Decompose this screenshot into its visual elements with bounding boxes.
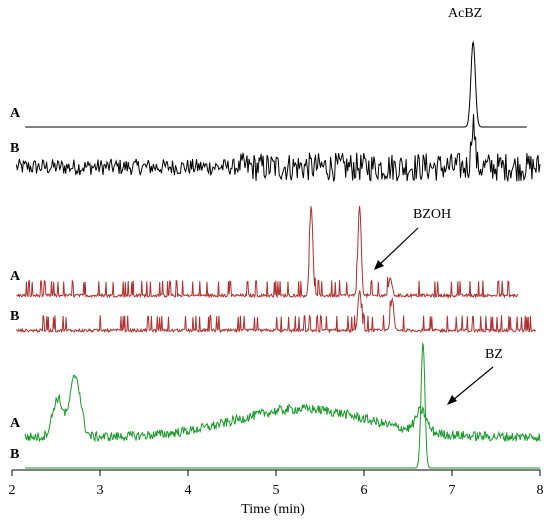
x-tick-label-2: 2 — [9, 483, 16, 498]
x-tick-label-5: 5 — [273, 483, 280, 498]
bz-trace-a — [24, 374, 541, 443]
acbz-label-b: B — [10, 141, 19, 156]
bzoh-trace-a — [16, 205, 519, 299]
panel-bzoh: BZOH A B — [10, 205, 537, 334]
bzoh-label-a: A — [10, 269, 21, 284]
bz-label-a: A — [10, 416, 21, 431]
bz-label-b: B — [10, 447, 19, 462]
x-axis-title: Time (min) — [241, 502, 305, 517]
bzoh-annotation: BZOH — [413, 207, 451, 222]
x-tick-label-7: 7 — [449, 483, 456, 498]
bz-trace-b — [25, 341, 540, 469]
panel-bz: BZ A B — [10, 341, 541, 469]
bzoh-trace-b — [15, 290, 537, 334]
acbz-trace-a — [25, 40, 527, 128]
x-tick-label-6: 6 — [361, 483, 368, 498]
panel-acbz: AcBZ A B — [10, 6, 541, 182]
acbz-label-a: A — [10, 106, 21, 121]
bzoh-arrow — [374, 227, 419, 270]
x-tick-label-3: 3 — [97, 483, 104, 498]
x-axis: 2 3 4 5 6 7 8 Time (min) — [9, 469, 544, 517]
bz-arrow — [447, 366, 494, 405]
bz-annotation: BZ — [485, 347, 503, 362]
acbz-annotation: AcBZ — [448, 6, 482, 21]
bzoh-label-b: B — [10, 309, 19, 324]
x-axis-ticks: 2 3 4 5 6 7 8 — [9, 470, 544, 498]
x-tick-label-8: 8 — [537, 483, 544, 498]
x-tick-label-4: 4 — [185, 483, 192, 498]
acbz-trace-b — [15, 114, 541, 182]
